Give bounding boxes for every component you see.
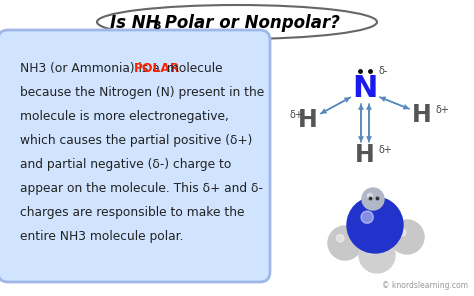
Text: © knordslearning.com: © knordslearning.com (382, 281, 468, 290)
Text: H: H (412, 103, 432, 127)
Ellipse shape (97, 5, 377, 39)
Text: δ+: δ+ (436, 105, 450, 115)
Circle shape (390, 220, 424, 254)
Text: δ+: δ+ (379, 145, 393, 155)
Text: molecule: molecule (163, 62, 223, 75)
Circle shape (367, 194, 373, 198)
Text: Is NH: Is NH (110, 14, 159, 32)
Text: and partial negative (δ-) charge to: and partial negative (δ-) charge to (20, 158, 231, 171)
Text: H: H (355, 143, 375, 167)
Text: δ-: δ- (379, 66, 388, 76)
Text: NH3 (or Ammonia) is a: NH3 (or Ammonia) is a (20, 62, 164, 75)
Text: molecule is more electronegative,: molecule is more electronegative, (20, 110, 229, 123)
Text: 3: 3 (153, 21, 161, 31)
Circle shape (362, 188, 384, 210)
Text: appear on the molecule. This δ+ and δ-: appear on the molecule. This δ+ and δ- (20, 182, 263, 195)
Circle shape (337, 234, 344, 242)
Text: Polar or Nonpolar?: Polar or Nonpolar? (159, 14, 340, 32)
FancyBboxPatch shape (0, 30, 270, 282)
Text: because the Nitrogen (N) present in the: because the Nitrogen (N) present in the (20, 86, 264, 99)
Text: H: H (298, 108, 318, 132)
Circle shape (328, 226, 362, 260)
Text: which causes the partial positive (δ+): which causes the partial positive (δ+) (20, 134, 252, 147)
Circle shape (347, 197, 403, 253)
Text: POLAR: POLAR (134, 62, 180, 75)
Text: entire NH3 molecule polar.: entire NH3 molecule polar. (20, 230, 183, 243)
Circle shape (359, 237, 395, 273)
Text: δ+: δ+ (290, 110, 304, 120)
Circle shape (399, 229, 406, 236)
Circle shape (368, 246, 376, 254)
Circle shape (361, 211, 374, 223)
Text: N: N (352, 73, 378, 102)
Text: charges are responsible to make the: charges are responsible to make the (20, 206, 245, 219)
